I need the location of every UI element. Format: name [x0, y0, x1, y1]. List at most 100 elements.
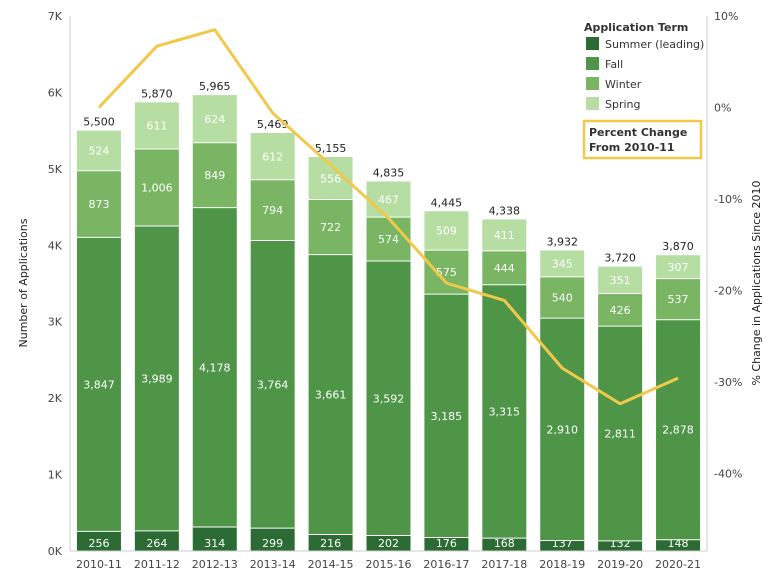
- y-left-tick-label: 6K: [48, 86, 63, 99]
- bar-segment: [134, 225, 179, 531]
- segment-value-label: 345: [552, 258, 573, 271]
- segment-value-label: 794: [262, 204, 283, 217]
- bar-segment: [308, 199, 353, 255]
- x-tick-label: 2014-15: [308, 558, 354, 571]
- bar-segment: [598, 293, 643, 327]
- bar-segment: [76, 130, 121, 171]
- bar-segment: [134, 102, 179, 150]
- bar-segment: [76, 170, 121, 238]
- bar-segment: [134, 149, 179, 226]
- bar-segment: [250, 240, 295, 529]
- segment-value-label: 2,910: [546, 423, 578, 436]
- y-left-axis-title: Number of Applications: [17, 218, 30, 347]
- y-left-tick-label: 7K: [48, 10, 63, 23]
- segment-value-label: 426: [610, 304, 631, 317]
- segment-value-label: 3,592: [373, 392, 405, 405]
- y-right-tick-label: -10%: [714, 193, 742, 206]
- bar-total-label: 5,870: [141, 87, 173, 100]
- legend-label: Fall: [605, 58, 623, 71]
- bar-total-label: 5,155: [315, 142, 347, 155]
- x-tick-label: 2018-19: [539, 558, 585, 571]
- segment-value-label: 148: [668, 537, 689, 550]
- legend-label: Winter: [605, 78, 642, 91]
- bar-segment: [482, 219, 527, 251]
- bar-segment: [134, 530, 179, 551]
- segment-value-label: 176: [436, 537, 457, 550]
- x-tick-label: 2015-16: [366, 558, 412, 571]
- bar-total-label: 4,445: [431, 196, 463, 209]
- bar-segment: [656, 319, 701, 540]
- legend-swatch: [586, 97, 599, 110]
- segment-value-label: 540: [552, 291, 573, 304]
- y-right-tick-label: -20%: [714, 284, 742, 297]
- bar-segment: [250, 179, 295, 241]
- segment-value-label: 849: [204, 169, 225, 182]
- bar-segment: [250, 133, 295, 180]
- segment-value-label: 168: [494, 537, 515, 550]
- segment-value-label: 467: [378, 193, 399, 206]
- bar-total-label: 5,965: [199, 80, 231, 93]
- bar-total-label: 3,932: [546, 235, 578, 248]
- percent-change-callout: Percent Change From 2010-11: [582, 119, 703, 160]
- bar-segment: [540, 318, 585, 541]
- x-tick-label: 2019-20: [597, 558, 643, 571]
- bars-layer: 256 3,847 873 524 5,500 264 3,989 1,006 611 5,870…: [76, 80, 701, 551]
- bar-total-label: 4,835: [373, 166, 405, 179]
- callout-line-2: From 2010-11: [589, 141, 675, 154]
- bar-segment: [76, 237, 121, 532]
- bar-segment: [482, 538, 527, 551]
- y-left-tick-label: 3K: [48, 316, 63, 329]
- segment-value-label: 624: [204, 113, 225, 126]
- segment-value-label: 612: [262, 150, 283, 163]
- segment-value-label: 264: [146, 537, 167, 550]
- legend-swatch: [586, 37, 599, 50]
- x-tick-label: 2020-21: [655, 558, 701, 571]
- y-left-tick-label: 0K: [48, 545, 63, 558]
- x-tick-label: 2012-13: [192, 558, 238, 571]
- bar-segment: [308, 254, 353, 535]
- bar-segment: [308, 534, 353, 551]
- segment-value-label: 873: [88, 198, 109, 211]
- legend: Application Term Summer (leading) Fall Win…: [584, 21, 704, 111]
- bar-segment: [482, 284, 527, 539]
- bar-segment: [656, 255, 701, 279]
- axes-layer: Number of Applications % Change in Appli…: [17, 10, 763, 571]
- y-left-tick-label: 5K: [48, 163, 63, 176]
- bar-segment: [250, 528, 295, 551]
- bar-segment: [424, 294, 469, 538]
- bar-segment: [598, 266, 643, 294]
- bar-segment: [424, 211, 469, 251]
- percent-change-layer: [97, 28, 679, 406]
- segment-value-label: 574: [378, 233, 399, 246]
- callout-line-1: Percent Change: [589, 126, 687, 139]
- segment-value-label: 256: [88, 537, 109, 550]
- y-right-tick-label: 10%: [714, 10, 738, 23]
- bar-segment: [366, 181, 411, 218]
- y-left-tick-label: 1K: [48, 469, 63, 482]
- bar-segment: [192, 95, 237, 143]
- bar-segment: [366, 261, 411, 536]
- segment-value-label: 299: [262, 537, 283, 550]
- segment-value-label: 3,847: [83, 378, 115, 391]
- bar-segment: [424, 537, 469, 551]
- segment-value-label: 351: [610, 274, 631, 287]
- segment-value-label: 1,006: [141, 182, 173, 195]
- segment-value-label: 556: [320, 172, 341, 185]
- segment-value-label: 216: [320, 537, 341, 550]
- bar-segment: [192, 207, 237, 528]
- segment-value-label: 537: [668, 293, 689, 306]
- segment-value-label: 2,878: [662, 424, 694, 437]
- y-right-tick-label: 0%: [714, 101, 731, 114]
- legend-label: Spring: [605, 98, 641, 111]
- bar-total-label: 5,500: [83, 116, 115, 129]
- segment-value-label: 3,315: [489, 405, 521, 418]
- percent-change-line: [97, 28, 679, 406]
- x-tick-label: 2010-11: [76, 558, 122, 571]
- bar-segment: [540, 276, 585, 319]
- y-left-tick-label: 2K: [48, 392, 63, 405]
- x-tick-label: 2013-14: [250, 558, 296, 571]
- legend-label: Summer (leading): [605, 38, 704, 51]
- bar-segment: [366, 535, 411, 551]
- x-tick-label: 2017-18: [481, 558, 527, 571]
